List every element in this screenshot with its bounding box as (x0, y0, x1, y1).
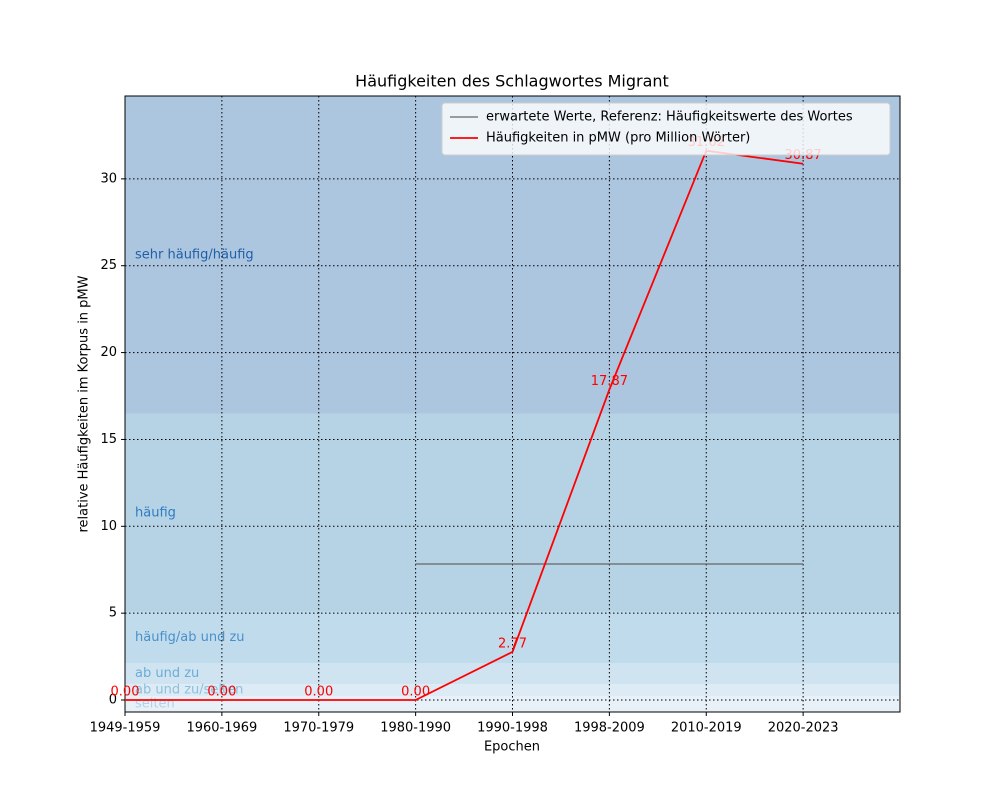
x-tick-label: 1960-1969 (186, 721, 257, 736)
x-tick-label: 1980-1990 (380, 721, 451, 736)
y-tick-label: 25 (100, 258, 117, 273)
data-label: 0.00 (111, 685, 140, 700)
y-tick-label: 20 (100, 345, 117, 360)
band-label: ab und zu/selten (135, 683, 243, 698)
data-label: 17.87 (591, 374, 628, 389)
x-tick-label: 2020-2023 (768, 721, 839, 736)
band-label: sehr häufig/häufig (135, 247, 254, 262)
line (125, 149, 804, 701)
x-tick-label: 1998-2009 (574, 721, 645, 736)
x-axis-label: Epochen (484, 740, 540, 755)
x-tick-label: 1990-1998 (477, 721, 548, 736)
x-tick-label: 2010-2019 (671, 721, 742, 736)
data-label: 0.00 (401, 685, 430, 700)
band-label: ab und zu (135, 666, 199, 681)
y-tick-label: 15 (100, 432, 117, 447)
y-tick-label: 5 (109, 606, 117, 621)
band-label: häufig/ab und zu (135, 630, 245, 645)
data-label: 0.00 (207, 685, 236, 700)
band-label: selten (135, 697, 175, 712)
x-tick-label: 1970-1979 (283, 721, 354, 736)
y-tick-label: 30 (100, 171, 117, 186)
data-label: 2.77 (498, 636, 527, 651)
chart-title: Häufigkeiten des Schlagwortes Migrant (355, 72, 669, 91)
legend-label: Häufigkeiten in pMW (pro Million Wörter) (486, 131, 750, 146)
legend-box (441, 102, 891, 156)
band-label: häufig (135, 505, 176, 520)
y-tick-label: 10 (100, 519, 117, 534)
y-tick-label: 0 (109, 693, 117, 708)
band (125, 684, 900, 697)
y-axis-label: relative Häufigkeiten im Korpus in pMW (77, 275, 92, 532)
data-label: 0.00 (304, 685, 333, 700)
x-tick-label: 1949-1959 (90, 721, 161, 736)
plot-frame (124, 95, 901, 713)
legend-label: erwartete Werte, Referenz: Häufigkeitswe… (486, 110, 853, 125)
